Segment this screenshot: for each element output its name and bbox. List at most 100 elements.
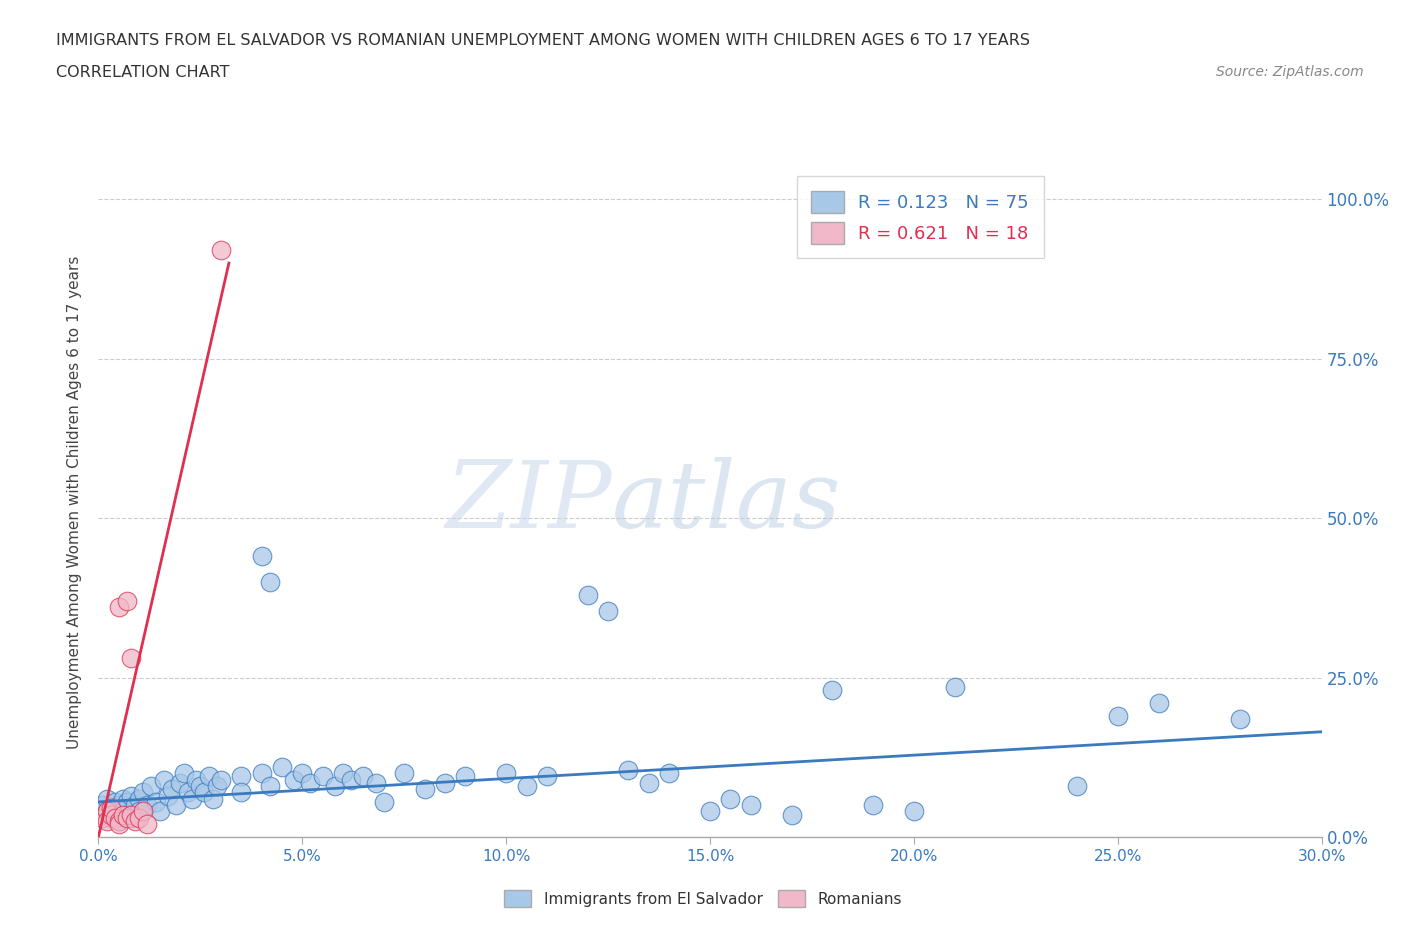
Legend: R = 0.123   N = 75, R = 0.621   N = 18: R = 0.123 N = 75, R = 0.621 N = 18 [797, 177, 1043, 259]
Point [96, 814, 118, 829]
Point [188, 778, 212, 793]
Point [186, 772, 208, 787]
Text: ZIP: ZIP [446, 458, 612, 547]
Point [364, 776, 387, 790]
Point [638, 776, 661, 790]
Point [145, 794, 167, 809]
Point [699, 804, 721, 819]
Point [124, 814, 146, 829]
Point [100, 801, 122, 816]
Point [115, 810, 138, 825]
Point [862, 798, 884, 813]
Point [120, 810, 142, 825]
Point [136, 798, 159, 813]
Point [658, 765, 681, 780]
Point [516, 778, 538, 793]
Point [259, 778, 281, 793]
Point [177, 785, 200, 800]
Point [270, 760, 294, 775]
Point [323, 778, 346, 793]
Text: atlas: atlas [612, 458, 842, 547]
Point [104, 810, 127, 825]
Point [108, 817, 131, 831]
Point [197, 769, 219, 784]
Point [332, 765, 354, 780]
Point [740, 798, 762, 813]
Point [181, 791, 204, 806]
Point [169, 776, 191, 790]
Point [299, 776, 322, 790]
Point [1107, 709, 1129, 724]
Point [720, 791, 742, 806]
Legend: Immigrants from El Salvador, Romanians: Immigrants from El Salvador, Romanians [498, 884, 908, 913]
Point [352, 769, 374, 784]
Point [104, 794, 127, 809]
Point [108, 814, 131, 829]
Point [120, 807, 142, 822]
Point [108, 798, 131, 813]
Point [156, 788, 179, 803]
Point [96, 804, 118, 819]
Point [250, 765, 273, 780]
Point [193, 785, 215, 800]
Point [392, 765, 416, 780]
Point [250, 549, 273, 564]
Point [128, 810, 150, 825]
Point [373, 794, 395, 809]
Point [100, 801, 122, 816]
Point [943, 680, 966, 695]
Point [312, 769, 335, 784]
Point [165, 798, 187, 813]
Point [1147, 696, 1170, 711]
Point [132, 785, 155, 800]
Point [132, 804, 155, 819]
Point [115, 807, 138, 822]
Point [201, 791, 224, 806]
Point [91, 798, 114, 813]
Point [598, 604, 620, 618]
Point [205, 778, 228, 793]
Point [454, 769, 477, 784]
Point [115, 794, 138, 809]
Point [141, 778, 163, 793]
Point [1229, 711, 1251, 726]
Point [128, 804, 150, 819]
Point [124, 798, 146, 813]
Point [903, 804, 925, 819]
Y-axis label: Unemployment Among Women with Children Ages 6 to 17 years: Unemployment Among Women with Children A… [67, 256, 83, 749]
Point [413, 782, 436, 797]
Point [231, 769, 253, 784]
Point [291, 765, 314, 780]
Point [100, 807, 122, 822]
Point [128, 791, 150, 806]
Text: IMMIGRANTS FROM EL SALVADOR VS ROMANIAN UNEMPLOYMENT AMONG WOMEN WITH CHILDREN A: IMMIGRANTS FROM EL SALVADOR VS ROMANIAN … [56, 33, 1031, 47]
Point [104, 807, 127, 822]
Point [495, 765, 517, 780]
Point [136, 817, 159, 831]
Point [120, 651, 142, 666]
Point [209, 772, 232, 787]
Point [96, 804, 118, 819]
Point [231, 785, 253, 800]
Point [91, 810, 114, 825]
Point [120, 788, 142, 803]
Point [96, 791, 118, 806]
Point [108, 600, 131, 615]
Point [100, 810, 122, 825]
Point [576, 587, 599, 602]
Point [149, 804, 172, 819]
Point [780, 807, 803, 822]
Point [115, 593, 138, 608]
Point [283, 772, 305, 787]
Point [536, 769, 558, 784]
Text: Source: ZipAtlas.com: Source: ZipAtlas.com [1216, 65, 1364, 79]
Point [111, 804, 134, 819]
Point [160, 782, 183, 797]
Text: CORRELATION CHART: CORRELATION CHART [56, 65, 229, 80]
Point [434, 776, 457, 790]
Point [152, 772, 174, 787]
Point [259, 575, 281, 590]
Point [209, 243, 232, 258]
Point [1066, 778, 1088, 793]
Point [821, 683, 844, 698]
